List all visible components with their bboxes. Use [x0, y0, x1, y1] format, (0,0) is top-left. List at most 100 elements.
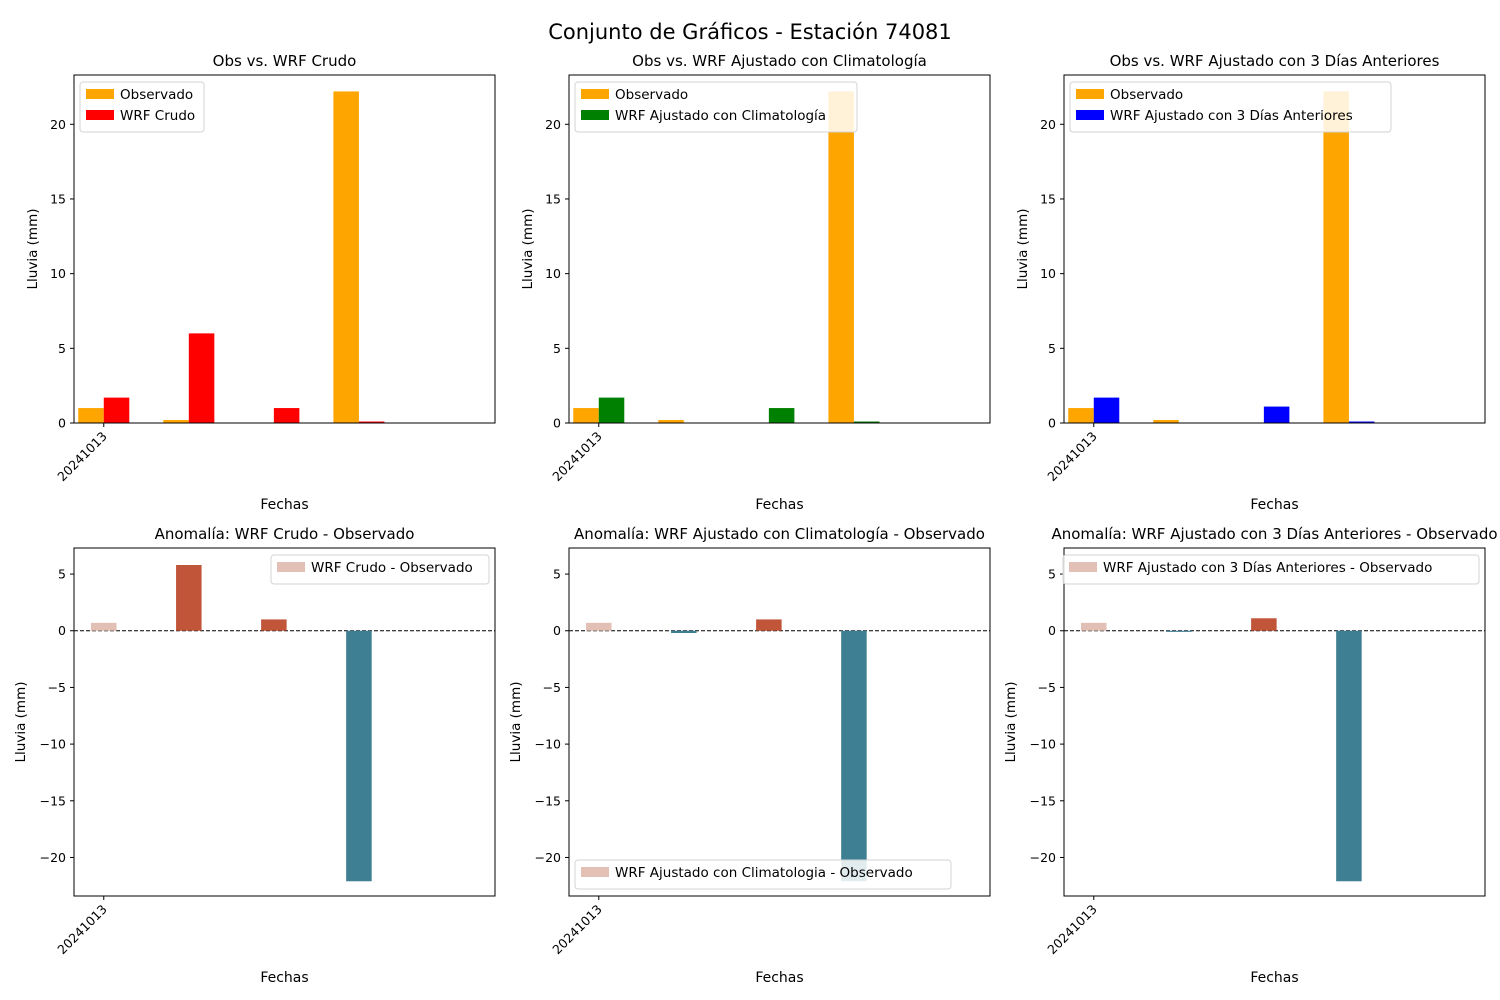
y-tick-label: 5 — [1048, 341, 1056, 356]
anomaly-bar — [1251, 618, 1277, 631]
y-tick-label: 0 — [1048, 416, 1056, 431]
bar-observado — [658, 420, 684, 423]
plot-frame — [73, 547, 496, 897]
y-tick-label: −15 — [1030, 793, 1056, 808]
legend: WRF Ajustado con Climatologia - Observad… — [574, 859, 952, 890]
x-axis-label: Fechas — [260, 970, 308, 986]
bar-observado — [163, 420, 189, 423]
bar-observado — [1153, 420, 1179, 423]
legend-swatch — [1076, 89, 1104, 99]
chart-panel-4: Anomalía: WRF Crudo - Observado −20 −15 −10… — [13, 525, 496, 986]
chart-panel-5: Anomalía: WRF Ajustado con Climatología … — [508, 525, 991, 986]
y-tick-label: 0 — [1048, 623, 1056, 638]
legend-label: WRF Crudo — [120, 108, 195, 124]
y-tick-label: 20 — [1040, 117, 1056, 132]
y-tick-label: −10 — [1030, 737, 1056, 752]
x-tick-label: 20241013 — [1044, 429, 1100, 485]
legend-swatch — [581, 89, 609, 99]
x-tick-label: 20241013 — [54, 429, 110, 485]
legend-label: WRF Ajustado con Climatología — [615, 108, 826, 124]
y-tick-label: 0 — [553, 623, 561, 638]
y-tick-label: 15 — [545, 191, 561, 206]
y-tick-label: 20 — [50, 117, 66, 132]
y-tick-label: 20 — [545, 117, 561, 132]
anomaly-bar — [671, 630, 697, 634]
plot-frame — [1063, 74, 1486, 424]
bar-observado — [1068, 408, 1094, 423]
legend-swatch — [86, 89, 114, 99]
legend-swatch — [581, 867, 609, 877]
anomaly-bar — [586, 622, 612, 631]
legend-swatch — [86, 110, 114, 120]
chart-panel-2: Obs vs. WRF Ajustado con Climatología 0 5 1… — [520, 52, 991, 513]
bar-observado — [78, 408, 104, 423]
legend-swatch — [581, 110, 609, 120]
legend-label: Observado — [120, 87, 193, 103]
legend-swatch — [1076, 110, 1104, 120]
y-tick-label: 15 — [50, 191, 66, 206]
y-axis-label: Lluvia (mm) — [1015, 209, 1031, 290]
bar-wrf — [188, 333, 215, 423]
anomaly-bar — [841, 630, 867, 882]
figure-title: Conjunto de Gráficos - Estación 74081 — [548, 20, 952, 44]
anomaly-bar — [91, 622, 117, 631]
legend-swatch — [1069, 562, 1097, 572]
y-tick-label: 5 — [58, 567, 66, 582]
legend-label: WRF Ajustado con 3 Días Anteriores — [1110, 108, 1353, 124]
y-tick-label: −5 — [543, 680, 561, 695]
chart-title: Obs vs. WRF Ajustado con 3 Días Anterior… — [1110, 52, 1440, 70]
bar-wrf — [1348, 421, 1375, 423]
plot-frame — [73, 74, 496, 424]
y-axis-label: Lluvia (mm) — [13, 682, 29, 763]
legend: WRF Ajustado con 3 Días Anteriores - Obs… — [1062, 554, 1480, 585]
bar-wrf — [1093, 397, 1120, 423]
legend: Observado WRF Ajustado con 3 Días Anterio… — [1069, 81, 1392, 133]
anomaly-bar — [1081, 622, 1107, 631]
chart-title: Obs vs. WRF Ajustado con Climatología — [632, 52, 927, 70]
y-tick-label: −20 — [40, 850, 66, 865]
y-tick-label: −10 — [535, 737, 561, 752]
bar-wrf — [853, 421, 880, 423]
y-tick-label: −20 — [535, 850, 561, 865]
y-tick-label: 5 — [1048, 567, 1056, 582]
legend: Observado WRF Ajustado con Climatología — [574, 81, 858, 133]
bar-observado — [828, 91, 854, 423]
legend-box — [574, 859, 952, 890]
legend: WRF Crudo - Observado — [270, 554, 490, 585]
y-tick-label: 0 — [58, 623, 66, 638]
x-tick-label: 20241013 — [1044, 902, 1100, 958]
x-tick-label: 20241013 — [549, 902, 605, 958]
y-tick-label: 0 — [553, 416, 561, 431]
chart-title: Anomalía: WRF Ajustado con Climatología … — [574, 525, 985, 543]
legend-box — [1062, 554, 1480, 585]
y-tick-label: 10 — [545, 266, 561, 281]
x-axis-label: Fechas — [1250, 497, 1298, 513]
legend: Observado WRF Crudo — [79, 81, 205, 133]
legend-box — [574, 81, 858, 133]
bar-wrf — [598, 397, 625, 423]
bar-wrf — [768, 408, 795, 423]
y-tick-label: 15 — [1040, 191, 1056, 206]
bar-observado — [333, 91, 359, 423]
plot-frame — [568, 547, 991, 897]
y-axis-label: Lluvia (mm) — [508, 682, 524, 763]
x-tick-label: 20241013 — [549, 429, 605, 485]
chart-panels: Obs vs. WRF Crudo 0 5 10 15 20 20241013 Fechas L… — [13, 52, 1498, 986]
x-axis-label: Fechas — [755, 497, 803, 513]
chart-panel-1: Obs vs. WRF Crudo 0 5 10 15 20 20241013 Fechas L… — [25, 52, 496, 513]
x-axis-label: Fechas — [755, 970, 803, 986]
chart-title: Obs vs. WRF Crudo — [213, 52, 357, 70]
x-axis-label: Fechas — [1250, 970, 1298, 986]
x-tick-label: 20241013 — [54, 902, 110, 958]
bar-wrf — [103, 397, 130, 423]
bar-wrf — [1263, 406, 1290, 423]
anomaly-bar — [176, 565, 202, 631]
bar-wrf — [273, 408, 300, 423]
y-tick-label: −5 — [1038, 680, 1056, 695]
bar-observado — [573, 408, 599, 423]
y-tick-label: 10 — [50, 266, 66, 281]
chart-title: Anomalía: WRF Crudo - Observado — [155, 525, 415, 543]
y-axis-label: Lluvia (mm) — [1003, 682, 1019, 763]
